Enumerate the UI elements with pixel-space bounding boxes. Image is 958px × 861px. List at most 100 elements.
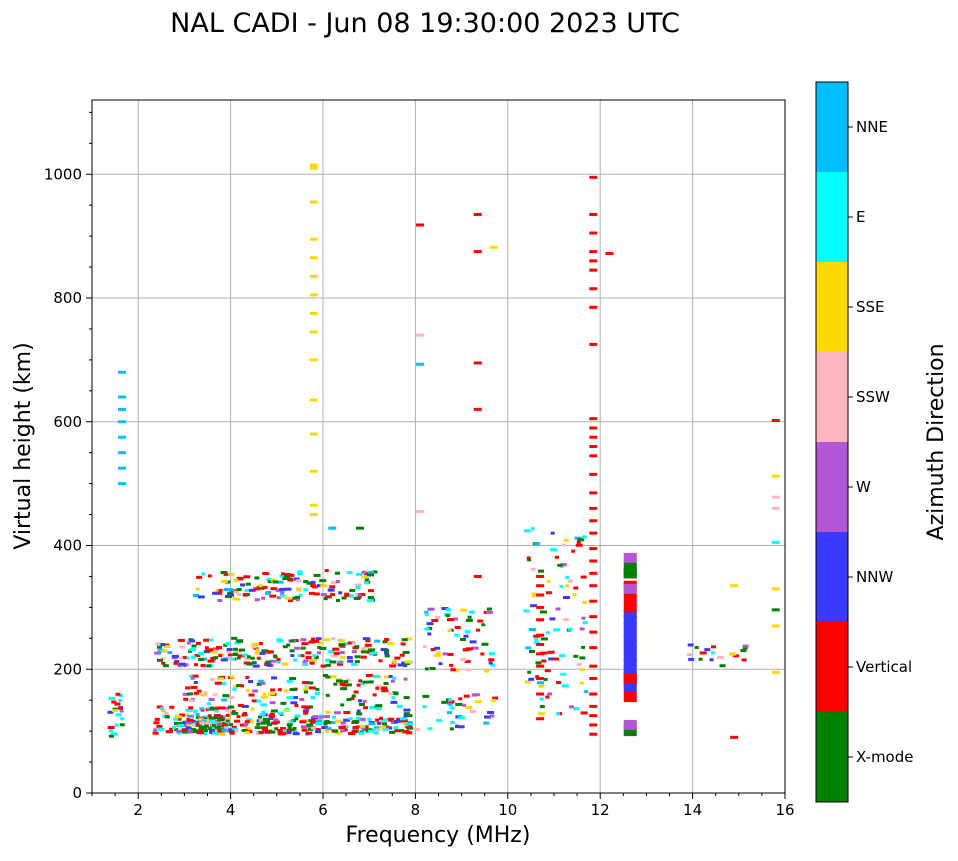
data-point (274, 727, 279, 731)
data-point (399, 653, 405, 657)
data-point (484, 715, 492, 719)
data-point (488, 652, 495, 656)
data-point (218, 588, 223, 592)
data-point (575, 543, 583, 547)
data-point (589, 615, 598, 619)
colorbar-tick-label: E (856, 208, 865, 226)
data-point (343, 718, 351, 722)
data-point (309, 166, 318, 170)
data-point (623, 583, 637, 594)
data-point (372, 693, 377, 697)
data-point (228, 705, 235, 709)
data-point (232, 727, 239, 731)
y-tick-label: 600 (53, 413, 82, 431)
data-point (154, 717, 160, 721)
data-point (325, 727, 332, 731)
data-point (388, 718, 393, 722)
data-point (291, 696, 298, 700)
data-points (107, 163, 780, 739)
data-point (330, 593, 336, 597)
data-point (484, 669, 490, 673)
data-point (467, 615, 472, 619)
data-point (107, 710, 114, 714)
data-point (381, 718, 389, 722)
data-point (543, 677, 548, 681)
data-point (115, 692, 121, 696)
data-point (201, 657, 208, 661)
data-point (176, 731, 181, 735)
data-point (261, 695, 269, 699)
data-point (555, 712, 560, 716)
data-point (240, 684, 245, 688)
data-point (315, 722, 323, 726)
data-point (300, 654, 305, 658)
data-point (248, 693, 255, 697)
data-point (333, 711, 341, 715)
data-point (368, 680, 374, 684)
data-point (286, 696, 294, 700)
data-point (266, 663, 272, 667)
data-point (214, 709, 219, 713)
data-point (171, 654, 179, 658)
data-point (580, 668, 586, 672)
data-point (560, 672, 567, 676)
data-point (623, 633, 637, 644)
data-point (579, 656, 586, 660)
data-point (245, 582, 251, 586)
data-point (195, 713, 200, 717)
data-point (431, 618, 439, 622)
data-point (120, 717, 125, 721)
data-point (573, 707, 580, 711)
data-point (328, 526, 337, 530)
data-point (351, 650, 357, 654)
data-point (194, 722, 200, 726)
data-point (556, 681, 562, 685)
data-point (192, 674, 199, 678)
data-point (565, 584, 570, 588)
data-point (581, 535, 587, 539)
data-point (220, 579, 228, 583)
data-point (369, 652, 374, 656)
data-point (430, 648, 436, 652)
data-point (589, 231, 598, 235)
data-point (162, 664, 169, 668)
data-point (589, 491, 598, 495)
data-point (463, 634, 469, 638)
data-point (364, 643, 372, 647)
data-point (161, 709, 167, 713)
data-point (477, 619, 484, 623)
data-point (244, 720, 250, 724)
data-point (529, 649, 536, 653)
data-point (623, 593, 637, 604)
data-point (234, 649, 242, 653)
data-point (523, 529, 531, 533)
data-point (207, 574, 212, 578)
data-point (427, 626, 433, 630)
data-point (108, 729, 113, 733)
data-point (319, 579, 327, 583)
data-point (275, 588, 282, 592)
data-point (329, 585, 336, 589)
data-point (356, 709, 361, 713)
data-point (397, 663, 404, 667)
data-point (589, 559, 598, 563)
data-point (315, 728, 321, 732)
data-point (623, 719, 637, 730)
data-point (357, 593, 362, 597)
data-point (194, 654, 201, 658)
data-point (319, 646, 327, 650)
data-point (167, 651, 173, 655)
data-point (573, 654, 579, 658)
data-point (270, 587, 278, 591)
data-point (253, 587, 261, 591)
data-point (391, 696, 396, 700)
data-point (538, 712, 546, 716)
data-point (447, 628, 452, 632)
data-point (359, 724, 365, 728)
data-point (174, 715, 182, 719)
data-point (271, 676, 278, 680)
data-point (469, 710, 477, 714)
data-point (207, 714, 212, 718)
data-point (303, 687, 309, 691)
